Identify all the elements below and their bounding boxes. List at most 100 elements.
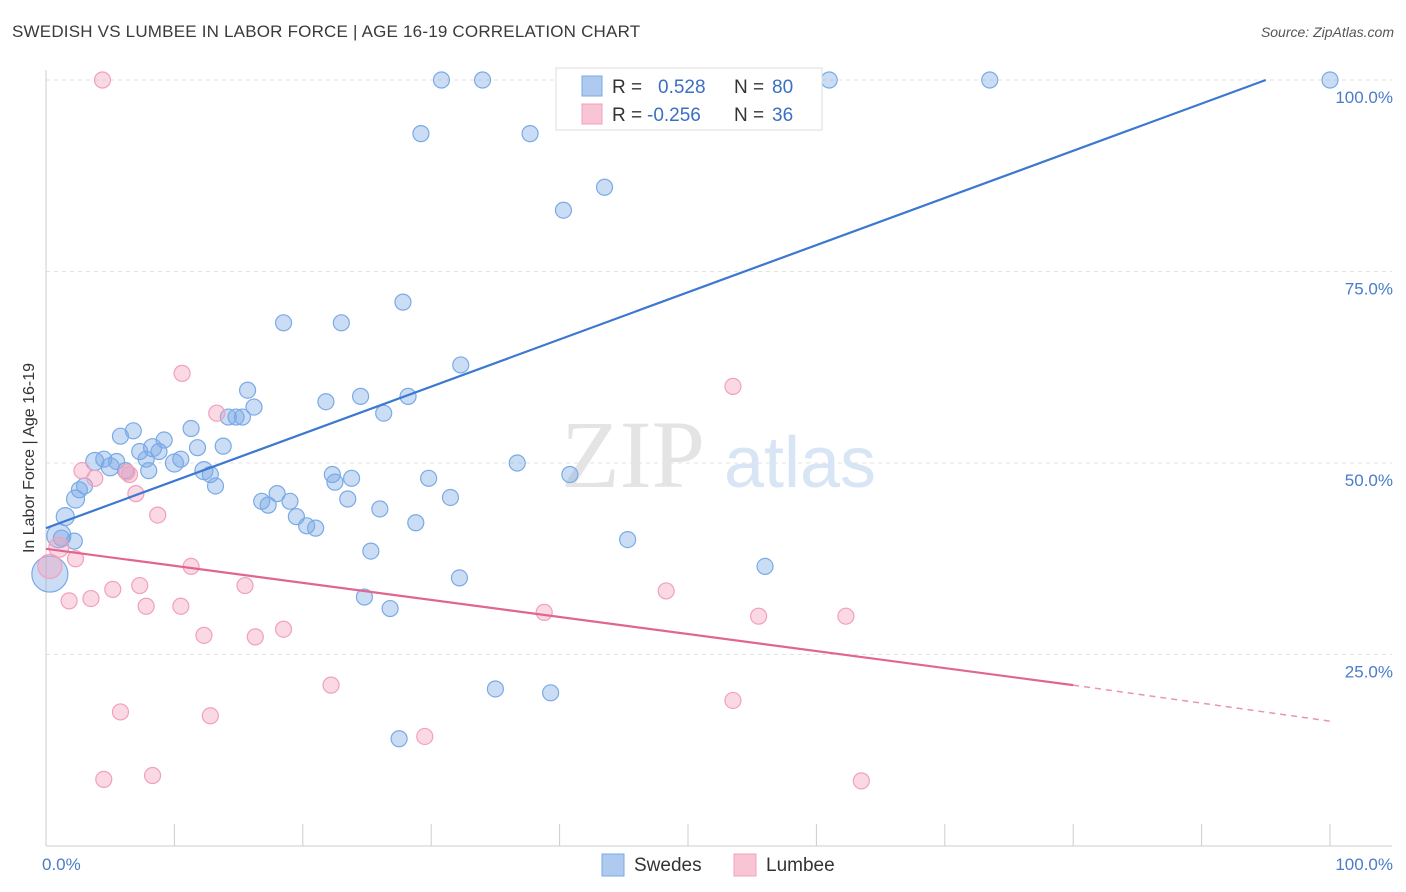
swedes-point-51	[390, 730, 408, 748]
swedes-point-69	[595, 178, 614, 196]
swedes-point-46	[355, 588, 374, 606]
legend-label-lumbee: Lumbee	[766, 855, 835, 876]
swedes-point-60	[450, 569, 469, 587]
swedes-point-20	[182, 419, 200, 438]
stats-n-label-lumbee: N =	[734, 105, 764, 126]
swedes-point-41	[326, 473, 344, 491]
lumbee-point-17	[172, 597, 190, 615]
swedes-point-75	[981, 71, 999, 89]
swedes-point-10	[111, 427, 130, 445]
watermark-atlas: atlas	[724, 423, 876, 503]
swedes-point-52	[394, 293, 412, 311]
lumbee-point-25	[274, 620, 293, 638]
swedes-point-74	[820, 71, 838, 89]
lumbee-point-14	[137, 597, 155, 615]
lumbee-point-2	[60, 592, 78, 610]
lumbee-point-7	[93, 71, 112, 89]
lumbee-point-22	[208, 404, 226, 422]
lumbee-trend-line	[45, 547, 1074, 687]
legend-label-swedes: Swedes	[634, 855, 702, 876]
swedes-point-39	[317, 393, 335, 411]
swedes-point-57	[432, 71, 451, 89]
stats-r-value-lumbee: -0.256	[647, 105, 701, 126]
swedes-point-43	[339, 490, 357, 508]
swedes-point-55	[412, 125, 430, 143]
swedes-point-24	[206, 477, 225, 495]
swedes-point-61	[473, 71, 492, 89]
swedes-point-76	[1321, 71, 1339, 89]
trend-layer	[45, 78, 1331, 722]
swedes-point-9	[108, 452, 126, 471]
y-axis-title: In Labor Force | Age 16-19	[21, 363, 38, 553]
lumbee-point-0	[37, 553, 63, 580]
lumbee-point-4	[73, 462, 91, 480]
lumbee-point-5	[82, 589, 100, 608]
lumbee-point-26	[322, 676, 340, 694]
swedes-point-3	[65, 489, 86, 509]
swedes-point-17	[155, 431, 173, 449]
legend-swatch-swedes	[601, 853, 625, 877]
swedes-point-62	[486, 680, 504, 698]
lumbee-point-1	[48, 536, 70, 558]
swedes-point-21	[188, 439, 207, 457]
x-tick-label-0: 0.0%	[42, 855, 81, 874]
lumbee-point-6	[86, 469, 104, 487]
lumbee-point-11	[120, 465, 139, 484]
swedes-point-48	[371, 500, 389, 518]
points-layer	[31, 71, 1339, 790]
lumbee-trend-extension	[1073, 684, 1331, 722]
swedes-point-34	[274, 314, 293, 332]
x-tick-label-1: 100.0%	[1335, 855, 1393, 874]
lumbee-point-33	[837, 607, 855, 625]
swedes-point-45	[351, 387, 370, 405]
chart-title: SWEDISH VS LUMBEE IN LABOR FORCE | AGE 1…	[12, 22, 641, 41]
swedes-point-49	[375, 404, 393, 422]
lumbee-point-34	[852, 772, 870, 790]
lumbee-point-16	[149, 506, 167, 524]
swedes-point-44	[342, 469, 361, 487]
swedes-point-58	[441, 488, 460, 507]
y-tick-label-0: 25.0%	[1345, 663, 1393, 682]
y-tick-label-2: 75.0%	[1345, 280, 1393, 299]
swedes-point-66	[554, 201, 573, 219]
lumbee-point-31	[724, 377, 742, 395]
swedes-point-53	[399, 387, 417, 405]
swedes-point-42	[332, 314, 350, 332]
lumbee-point-18	[173, 364, 191, 382]
watermark-zip: ZIP	[561, 401, 705, 508]
stats-n-value-swedes: 80	[772, 77, 793, 98]
lumbee-point-29	[657, 582, 675, 600]
swedes-point-0	[31, 555, 69, 593]
lumbee-point-21	[201, 707, 219, 725]
swedes-trend-line	[45, 78, 1267, 530]
lumbee-point-13	[131, 576, 149, 595]
swedes-point-33	[268, 485, 286, 503]
swedes-point-29	[238, 381, 257, 399]
legend-swatch-lumbee	[733, 853, 757, 877]
lumbee-point-10	[111, 703, 130, 721]
swedes-point-50	[381, 599, 399, 618]
stats-swatch-swedes	[581, 75, 603, 97]
stats-r-value-swedes: 0.528	[658, 77, 706, 98]
swedes-point-70	[619, 530, 637, 549]
bottom-legend: Swedes Lumbee	[601, 853, 835, 877]
lumbee-point-8	[95, 770, 113, 788]
swedes-point-28	[233, 408, 252, 426]
lumbee-point-32	[750, 607, 768, 625]
lumbee-point-15	[143, 766, 162, 785]
stats-box: R = 0.528 N = 80 R = -0.256 N = 36	[555, 67, 823, 131]
lumbee-point-30	[724, 691, 742, 710]
axis-layer	[45, 70, 1392, 847]
tick-label-layer: 25.0% 50.0% 75.0% 100.0% 0.0% 100.0%	[42, 88, 1393, 874]
swedes-point-79	[140, 462, 158, 480]
stats-r-label-swedes: R =	[612, 77, 642, 98]
lumbee-point-3	[66, 550, 85, 568]
stats-n-value-lumbee: 36	[772, 105, 793, 126]
swedes-point-35	[281, 492, 299, 510]
y-tick-label-3: 100.0%	[1335, 88, 1393, 107]
swedes-point-72	[756, 557, 774, 576]
swedes-point-32	[259, 496, 277, 514]
swedes-point-63	[508, 454, 526, 472]
swedes-point-56	[420, 469, 438, 487]
stats-n-label-swedes: N =	[734, 77, 764, 98]
